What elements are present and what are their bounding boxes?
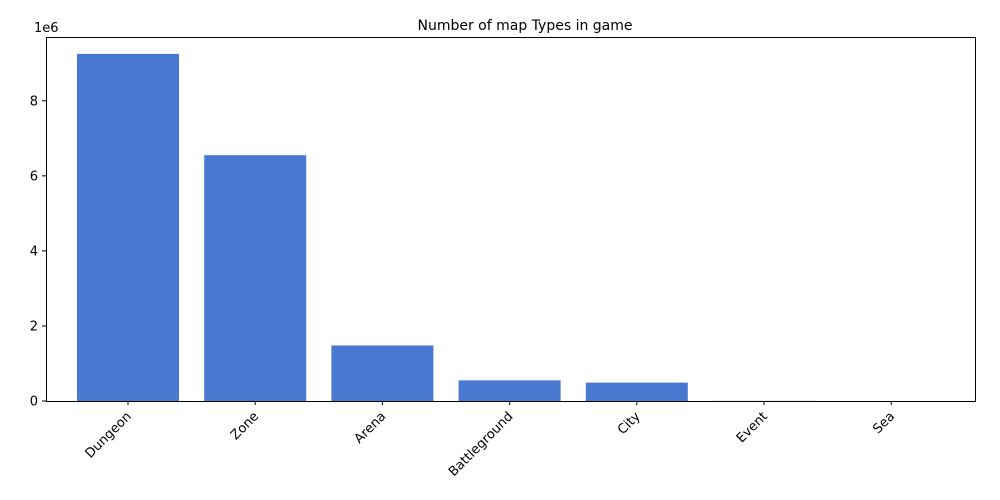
y-tick-label-0: 0 bbox=[30, 395, 38, 410]
x-tick-label-battleground: Battleground bbox=[446, 409, 516, 479]
x-axis: Dungeon Zone Arena Battleground City Event Sea bbox=[83, 401, 898, 480]
bar-dungeon bbox=[77, 53, 179, 401]
bars-group bbox=[77, 53, 943, 401]
x-tick-label-dungeon: Dungeon bbox=[83, 409, 135, 461]
y-tick-label-8: 8 bbox=[30, 94, 38, 109]
bar-city bbox=[585, 382, 688, 401]
y-tick-label-4: 4 bbox=[30, 244, 38, 259]
x-tick-label-arena: Arena bbox=[352, 409, 390, 447]
bar-zone bbox=[204, 155, 307, 401]
y-tick-label-2: 2 bbox=[30, 319, 38, 334]
chart-title: Number of map Types in game bbox=[417, 18, 632, 34]
bar-battleground bbox=[458, 380, 561, 401]
x-tick-label-sea: Sea bbox=[870, 409, 898, 437]
x-tick-label-zone: Zone bbox=[228, 409, 262, 443]
bar-arena bbox=[331, 345, 434, 401]
y-axis-offset-label: 1e6 bbox=[34, 21, 59, 36]
plot-frame bbox=[46, 37, 976, 402]
y-tick-label-6: 6 bbox=[30, 169, 38, 184]
x-tick-label-city: City bbox=[615, 409, 644, 438]
y-axis: 0 2 4 6 8 bbox=[30, 94, 46, 410]
x-tick-label-event: Event bbox=[734, 409, 771, 446]
